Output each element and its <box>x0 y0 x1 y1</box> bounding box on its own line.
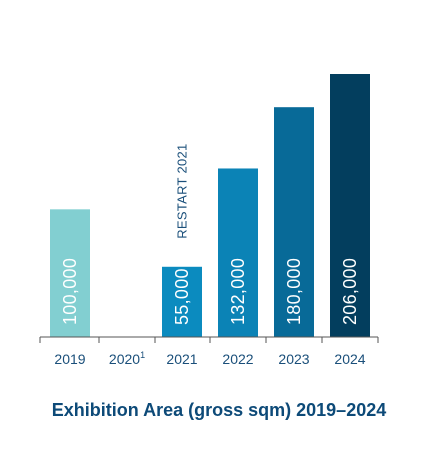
x-tick-label-2022: 2022 <box>222 351 253 367</box>
x-tick-label-2020: 20201 <box>109 350 145 367</box>
bar-2019 <box>50 209 90 337</box>
bar-value-label-2023: 180,000 <box>284 258 304 325</box>
annotation-restart-2021: RESTART 2021 <box>175 143 190 238</box>
x-tick-marks <box>39 337 379 343</box>
bar-2024 <box>330 74 370 337</box>
x-tick-label-2023: 2023 <box>278 351 309 367</box>
x-tick-label-2019: 2019 <box>54 351 85 367</box>
annotations-layer: RESTART 2021 <box>175 143 190 238</box>
bar-2023 <box>274 107 314 337</box>
footnote-marker: 1 <box>140 350 145 360</box>
x-tick-label-2024: 2024 <box>334 351 365 367</box>
x-tick-labels: 2019 20201 2021 2022 2023 2024 <box>54 350 365 367</box>
bar-value-label-2024: 206,000 <box>340 258 360 325</box>
bar-2021 <box>162 266 202 337</box>
bar-value-label-2019: 100,000 <box>60 258 80 325</box>
bar-labels-layer: 100,000 55,000 132,000 180,000 206,000 <box>60 258 360 325</box>
bars-layer <box>50 74 370 337</box>
bar-value-label-2021: 55,000 <box>172 268 192 325</box>
bar-2022 <box>218 168 258 337</box>
bar-value-label-2022: 132,000 <box>228 258 248 325</box>
x-tick-label-2021: 2021 <box>166 351 197 367</box>
chart-title: Exhibition Area (gross sqm) 2019–2024 <box>51 400 387 420</box>
